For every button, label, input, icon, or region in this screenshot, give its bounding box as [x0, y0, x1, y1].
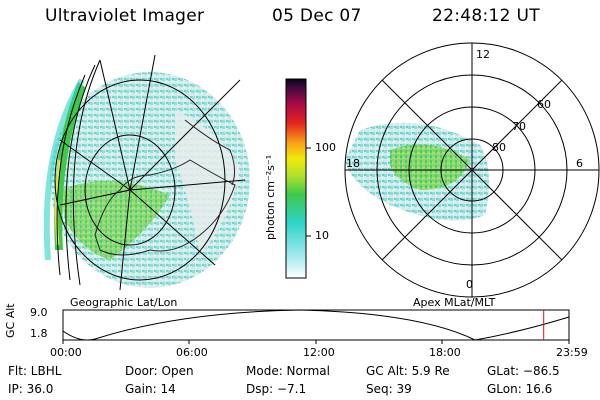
mlt-label-6: 6: [576, 157, 583, 170]
altitude-ytick-1.8: 1.8: [30, 327, 48, 340]
glon-info: GLon: 16.6: [487, 382, 553, 396]
apex-panel-label: Apex MLat/MLT: [413, 296, 496, 309]
time-tick-0600: 06:00: [176, 346, 208, 359]
gc-alt-info: GC Alt: 5.9 Re: [366, 364, 450, 378]
instrument-title: Ultraviolet Imager: [45, 6, 205, 26]
seq-info: Seq: 39: [366, 382, 412, 396]
colorbar: [285, 78, 307, 279]
altitude-curve: [62, 309, 570, 341]
glat-info: GLat: −86.5: [487, 364, 560, 378]
colorbar-tick-100: 100: [315, 141, 336, 154]
time-tick-2359: 23:59: [556, 346, 588, 359]
mlt-label-18: 18: [346, 157, 360, 170]
gain-info: Gain: 14: [125, 382, 176, 396]
ip-info: IP: 36.0: [8, 382, 54, 396]
dsp-info: Dsp: −7.1: [246, 382, 307, 396]
time-tick-0000: 00:00: [50, 346, 82, 359]
mlat-label-80: 80: [492, 141, 506, 154]
date-label: 05 Dec 07: [272, 6, 362, 26]
mlat-label-70: 70: [512, 120, 526, 133]
latlon-grid: [54, 54, 246, 291]
time-tick-1800: 18:00: [429, 346, 461, 359]
altitude-ylabel: GC Alt: [4, 303, 17, 338]
door-info: Door: Open: [125, 364, 194, 378]
mode-info: Mode: Normal: [246, 364, 330, 378]
geographic-panel-label: Geographic Lat/Lon: [70, 296, 178, 309]
time-label: 22:48:12 UT: [432, 6, 540, 26]
altitude-ytick-9: 9.0: [30, 306, 48, 319]
colorbar-unit-label: photon cm⁻²s⁻¹: [264, 154, 277, 240]
mlat-label-60: 60: [537, 98, 551, 111]
mlt-label-12: 12: [476, 48, 490, 61]
polar-grid: [344, 42, 600, 298]
aurora-arc: [54, 82, 86, 250]
filter-info: Flt: LBHL: [8, 364, 62, 378]
colorbar-tick-10: 10: [315, 229, 329, 242]
mlt-label-0: 0: [466, 278, 473, 291]
coastline: [94, 159, 236, 256]
time-tick-1200: 12:00: [303, 346, 335, 359]
altitude-plot-frame: [62, 309, 570, 341]
